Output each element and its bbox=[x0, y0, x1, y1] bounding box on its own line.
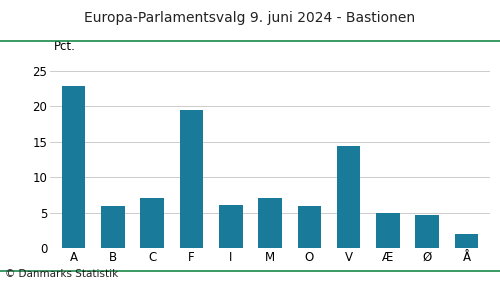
Bar bbox=[454, 234, 478, 248]
Bar bbox=[140, 198, 164, 248]
Text: © Danmarks Statistik: © Danmarks Statistik bbox=[5, 269, 118, 279]
Bar bbox=[258, 198, 282, 248]
Bar bbox=[298, 206, 321, 248]
Bar bbox=[180, 110, 203, 248]
Text: Pct.: Pct. bbox=[54, 40, 76, 53]
Bar bbox=[376, 213, 400, 248]
Bar bbox=[416, 215, 439, 248]
Bar bbox=[219, 205, 242, 248]
Text: Europa-Parlamentsvalg 9. juni 2024 - Bastionen: Europa-Parlamentsvalg 9. juni 2024 - Bas… bbox=[84, 11, 415, 25]
Bar bbox=[101, 206, 124, 248]
Bar bbox=[62, 86, 86, 248]
Bar bbox=[337, 146, 360, 248]
